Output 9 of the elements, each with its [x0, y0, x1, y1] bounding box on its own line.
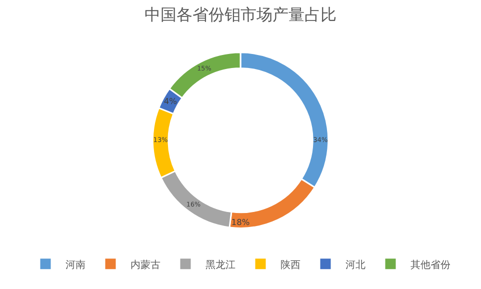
- legend-label: 内蒙古: [130, 258, 160, 271]
- data-label: 18%: [231, 216, 250, 227]
- legend-label: 河北: [346, 258, 366, 271]
- data-label: 4%: [164, 96, 178, 106]
- legend-label: 其他省份: [410, 258, 450, 271]
- legend-label: 黑龙江: [206, 258, 236, 271]
- chart-title: 中国各省份钼市场产量占比: [144, 4, 336, 24]
- legend-label: 河南: [66, 258, 86, 271]
- legend-label: 陕西: [280, 258, 300, 271]
